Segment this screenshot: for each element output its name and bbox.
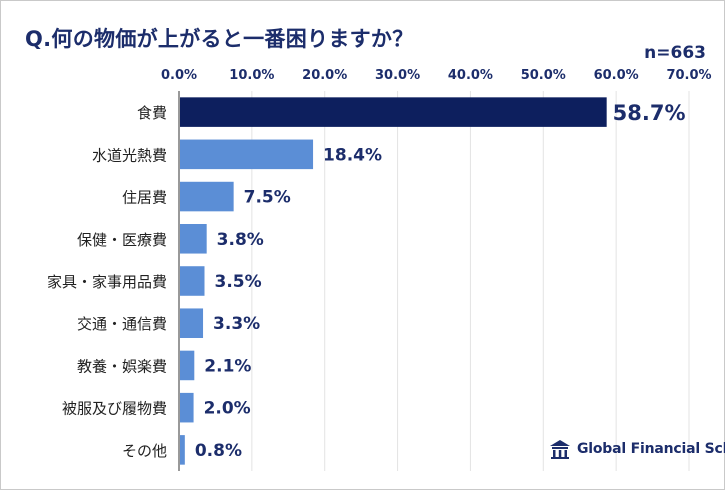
bar [180,435,185,465]
school-building-icon [550,440,570,459]
x-tick-label: 20.0% [302,68,347,83]
x-tick-label: 10.0% [229,68,274,83]
value-label: 7.5% [244,188,291,208]
category-label: 水道光熱費 [92,146,167,164]
x-tick-label: 0.0% [161,68,197,83]
category-label: 保健・医療費 [77,231,167,249]
category-label: 教養・娯楽費 [77,357,167,375]
sample-size-label: n=663 [644,43,706,63]
value-label: 3.5% [215,272,262,292]
category-label: 住居費 [122,189,167,207]
x-tick-label: 30.0% [375,68,420,83]
category-label: 食費 [137,104,167,122]
value-label: 2.0% [204,399,251,419]
bar [180,97,607,127]
category-label: その他 [122,442,167,460]
bar [180,350,195,381]
value-label: 3.3% [213,314,260,334]
bar [180,139,314,170]
x-tick-label: 70.0% [666,68,711,83]
brand-logo: Global Financial School [549,438,725,460]
value-label: 18.4% [323,145,382,165]
bar [180,266,205,296]
value-label: 58.7% [613,101,686,125]
chart-title: Q.何の物価が上がると一番困りますか？ [25,27,414,51]
x-tick-label: 40.0% [448,68,493,83]
x-tick-label: 60.0% [594,68,639,83]
value-label: 2.1% [204,356,251,376]
bar [180,224,207,254]
category-label: 交通・通信費 [77,315,167,333]
bar [180,181,234,212]
brand-name: Global Financial School [577,441,725,457]
bar [180,308,204,338]
bar [180,392,194,423]
value-label: 0.8% [195,441,242,461]
category-label: 被服及び履物費 [62,400,167,418]
value-label: 3.8% [217,230,264,250]
category-label: 家具・家事用品費 [47,273,167,291]
x-tick-label: 50.0% [521,68,566,83]
